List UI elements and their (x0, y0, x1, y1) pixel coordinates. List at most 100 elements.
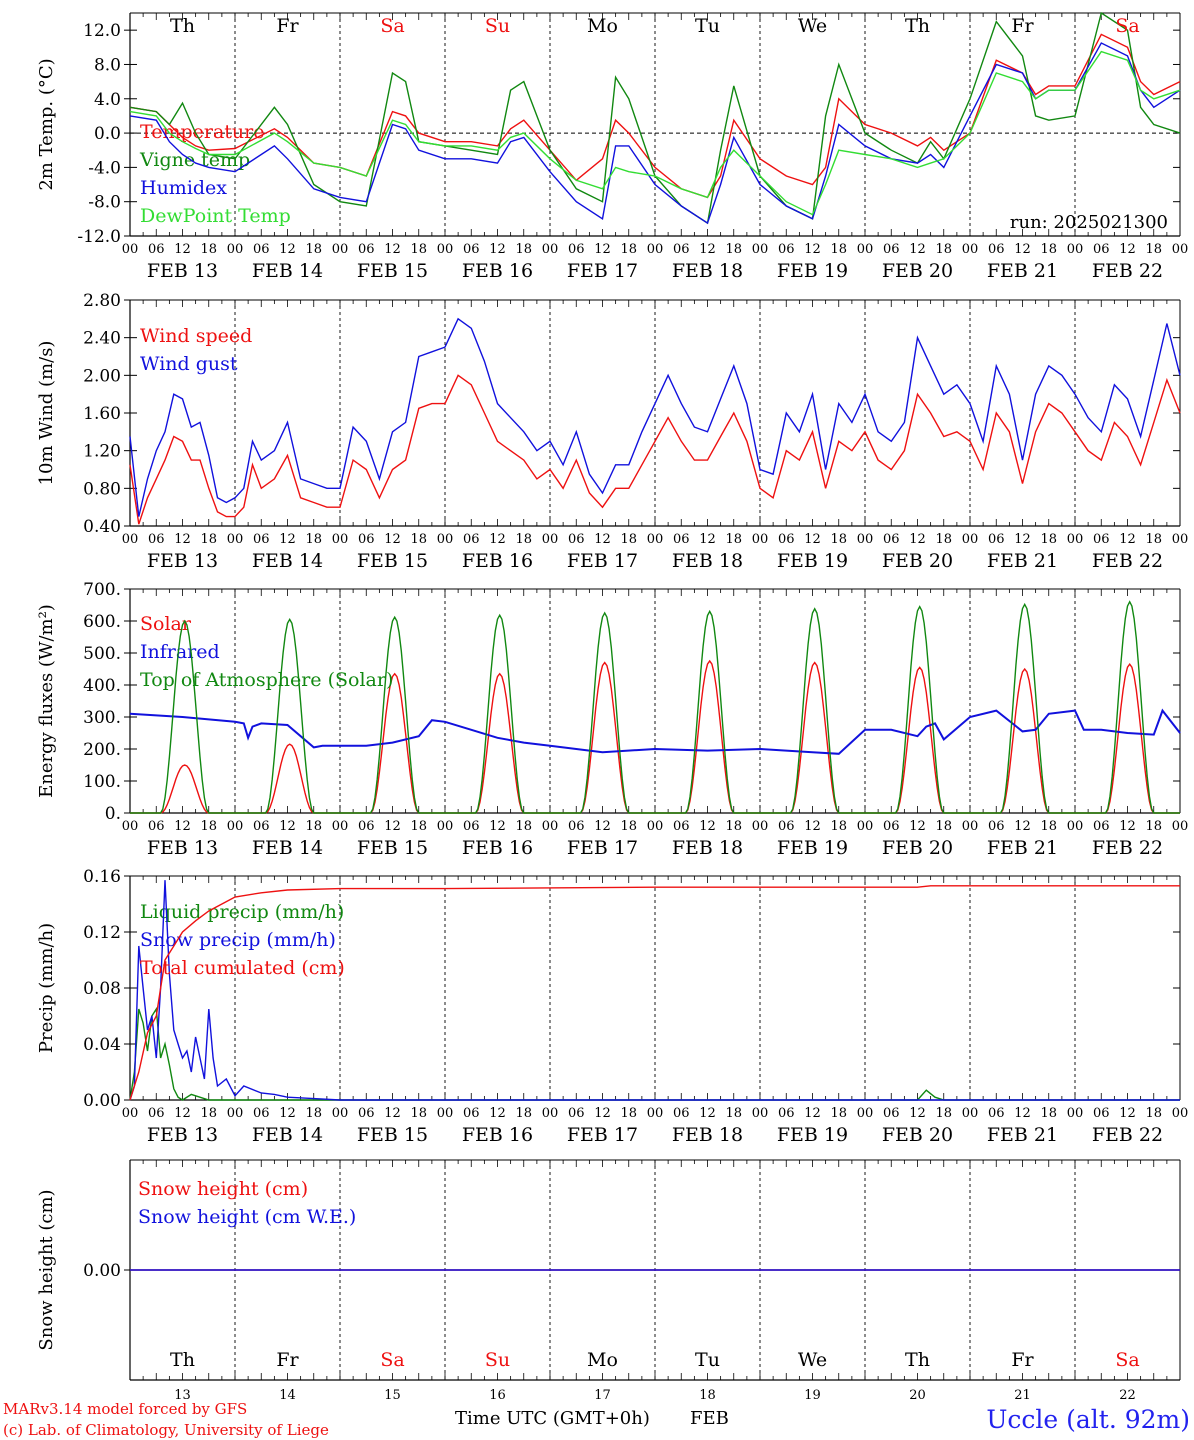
date-label: FEB 13 (147, 837, 218, 859)
hour-label: 00 (437, 819, 454, 834)
hour-label: 00 (1172, 819, 1189, 834)
hour-label: 18 (200, 1106, 217, 1121)
date-label: FEB 22 (1092, 1124, 1163, 1146)
hour-label: 00 (962, 242, 979, 257)
hour-label: 06 (883, 242, 900, 257)
y-tick-label: 1.60 (83, 404, 121, 424)
hour-label: 12 (594, 819, 611, 834)
hour-label: 06 (778, 1106, 795, 1121)
run-label: run: 2025021300 (1010, 212, 1168, 233)
panel-temp: -12.0 -8.0 -4.0 0.0 4.0 8.0 12.0 2m Temp. (°C) 0… (36, 11, 1188, 282)
y-tick-label: 2.80 (83, 291, 121, 311)
hour-label: 18 (515, 532, 532, 547)
hour-label: 00 (122, 1106, 139, 1121)
panel-wind: 0.40 0.80 1.20 1.60 2.00 2.40 2.80 10m Wind (m/… (36, 291, 1188, 572)
y-tick-label: 0.16 (83, 867, 121, 887)
date-label: FEB 22 (1092, 837, 1163, 859)
series-line-wind-1 (129, 317, 1181, 517)
date-label: FEB 15 (357, 1124, 428, 1146)
series-line-precip-1 (129, 880, 1180, 1101)
series-line-temp-3 (129, 50, 1181, 216)
hour-label: 00 (1172, 532, 1189, 547)
legend-entry: Solar (140, 613, 192, 635)
hour-label: 06 (253, 1106, 270, 1121)
hour-label: 06 (463, 532, 480, 547)
hour-label: 00 (122, 532, 139, 547)
hour-label: 00 (227, 819, 244, 834)
hour-label: 18 (620, 819, 637, 834)
hour-label: 00 (122, 242, 139, 257)
hour-label: 12 (174, 532, 191, 547)
y-tick-label: 200. (83, 740, 121, 760)
date-label: FEB 13 (147, 550, 218, 572)
hour-label: 12 (489, 532, 506, 547)
hour-label: 00 (437, 1106, 454, 1121)
x-axis-month: FEB (690, 1408, 729, 1429)
day-number-label: 20 (909, 1388, 926, 1403)
hour-label: 18 (935, 819, 952, 834)
hour-label: 06 (778, 819, 795, 834)
hour-label: 12 (1014, 532, 1031, 547)
date-label: FEB 13 (147, 1124, 218, 1146)
hour-label: 00 (857, 242, 874, 257)
y-tick-label: 0.04 (83, 1035, 121, 1055)
legend-entry: Wind speed (140, 325, 252, 347)
y-tick-label: 4.0 (94, 90, 121, 110)
y-tick-label: 0.00 (83, 1261, 121, 1281)
y-tick-label: 100. (83, 772, 121, 792)
hour-label: 12 (594, 1106, 611, 1121)
date-label: FEB 16 (462, 260, 533, 282)
legend-entry: Snow precip (mm/h) (140, 929, 336, 951)
hour-label: 18 (1040, 1106, 1057, 1121)
hour-label: 06 (1093, 1106, 1110, 1121)
y-axis-label: 10m Wind (m/s) (36, 341, 57, 486)
date-label: FEB 17 (567, 550, 638, 572)
legend-entry: Humidex (140, 177, 227, 199)
date-label: FEB 16 (462, 1124, 533, 1146)
date-label: FEB 14 (252, 550, 323, 572)
y-tick-label: 700. (83, 580, 121, 600)
hour-label: 06 (1093, 819, 1110, 834)
day-of-week-label: Sa (1115, 15, 1139, 37)
hour-label: 00 (1067, 1106, 1084, 1121)
y-axis-label: Snow height (cm) (36, 1189, 57, 1350)
hour-label: 18 (935, 532, 952, 547)
day-number-label: 14 (279, 1388, 296, 1403)
day-of-week-label: We (798, 1349, 827, 1371)
hour-label: 00 (752, 242, 769, 257)
day-number-label: 15 (384, 1388, 401, 1403)
date-label: FEB 21 (987, 837, 1058, 859)
y-tick-label: 0.12 (83, 923, 121, 943)
hour-label: 06 (988, 819, 1005, 834)
date-label: FEB 19 (777, 837, 848, 859)
hour-label: 00 (647, 1106, 664, 1121)
hour-label: 00 (962, 819, 979, 834)
hour-label: 12 (384, 819, 401, 834)
hour-label: 06 (253, 819, 270, 834)
hour-label: 12 (279, 242, 296, 257)
hour-label: 18 (305, 242, 322, 257)
y-axis-label: 2m Temp. (°C) (36, 58, 57, 190)
y-tick-label: -8.0 (88, 193, 121, 213)
day-of-week-label: Fr (1011, 15, 1034, 37)
hour-label: 06 (148, 1106, 165, 1121)
date-label: FEB 21 (987, 260, 1058, 282)
hour-label: 12 (1014, 819, 1031, 834)
date-label: FEB 14 (252, 1124, 323, 1146)
hour-label: 12 (699, 242, 716, 257)
hour-label: 12 (594, 532, 611, 547)
hour-label: 18 (200, 242, 217, 257)
hour-label: 12 (489, 819, 506, 834)
legend-entry: Top of Atmosphere (Solar) (140, 669, 393, 691)
y-tick-label: -4.0 (88, 158, 121, 178)
day-of-week-label: We (798, 15, 827, 37)
hour-label: 06 (778, 532, 795, 547)
hour-label: 18 (725, 819, 742, 834)
date-label: FEB 20 (882, 550, 953, 572)
hour-label: 00 (1067, 242, 1084, 257)
hour-label: 06 (988, 1106, 1005, 1121)
hour-label: 18 (725, 242, 742, 257)
hour-label: 06 (358, 532, 375, 547)
hour-label: 00 (332, 819, 349, 834)
legend-entry: Wind gust (140, 353, 238, 375)
